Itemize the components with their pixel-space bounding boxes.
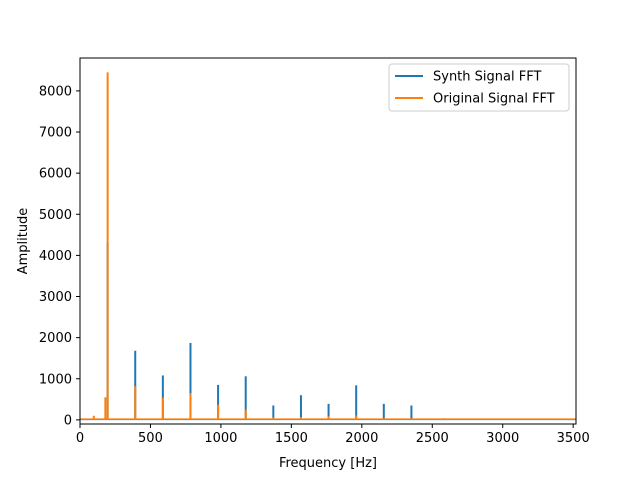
- x-tick-label: 2500: [416, 431, 449, 446]
- y-tick-label: 2000: [39, 331, 72, 346]
- y-tick-label: 0: [64, 413, 72, 428]
- x-tick-label: 0: [76, 431, 84, 446]
- legend-box: [388, 63, 570, 112]
- x-tick-label: 500: [138, 431, 163, 446]
- y-tick-label: 7000: [39, 126, 72, 141]
- legend-label-original: Original Signal FFT: [433, 92, 555, 107]
- y-tick-label: 8000: [39, 84, 72, 99]
- plot-frame: [79, 57, 577, 425]
- y-tick-label: 1000: [39, 372, 72, 387]
- y-tick-label: 4000: [39, 249, 72, 264]
- x-axis: 0 500 1000 1500 2000 2500 3000 3500: [76, 424, 590, 446]
- x-tick-label: 1000: [204, 431, 237, 446]
- legend: Synth Signal FFT Original Signal FFT: [388, 63, 570, 112]
- x-tick-label: 3500: [557, 431, 590, 446]
- y-axis: 0 1000 2000 3000 4000 5000 6000 7000 8000: [39, 84, 80, 428]
- y-tick-label: 6000: [39, 167, 72, 182]
- legend-label-synth: Synth Signal FFT: [433, 70, 541, 85]
- x-tick-label: 3000: [486, 431, 519, 446]
- y-tick-label: 5000: [39, 208, 72, 223]
- y-axis-label: Amplitude: [16, 208, 31, 275]
- x-tick-label: 2000: [345, 431, 378, 446]
- y-tick-label: 3000: [39, 290, 72, 305]
- x-axis-label: Frequency [Hz]: [279, 456, 377, 471]
- x-tick-label: 1500: [275, 431, 308, 446]
- series-layer: [80, 72, 576, 421]
